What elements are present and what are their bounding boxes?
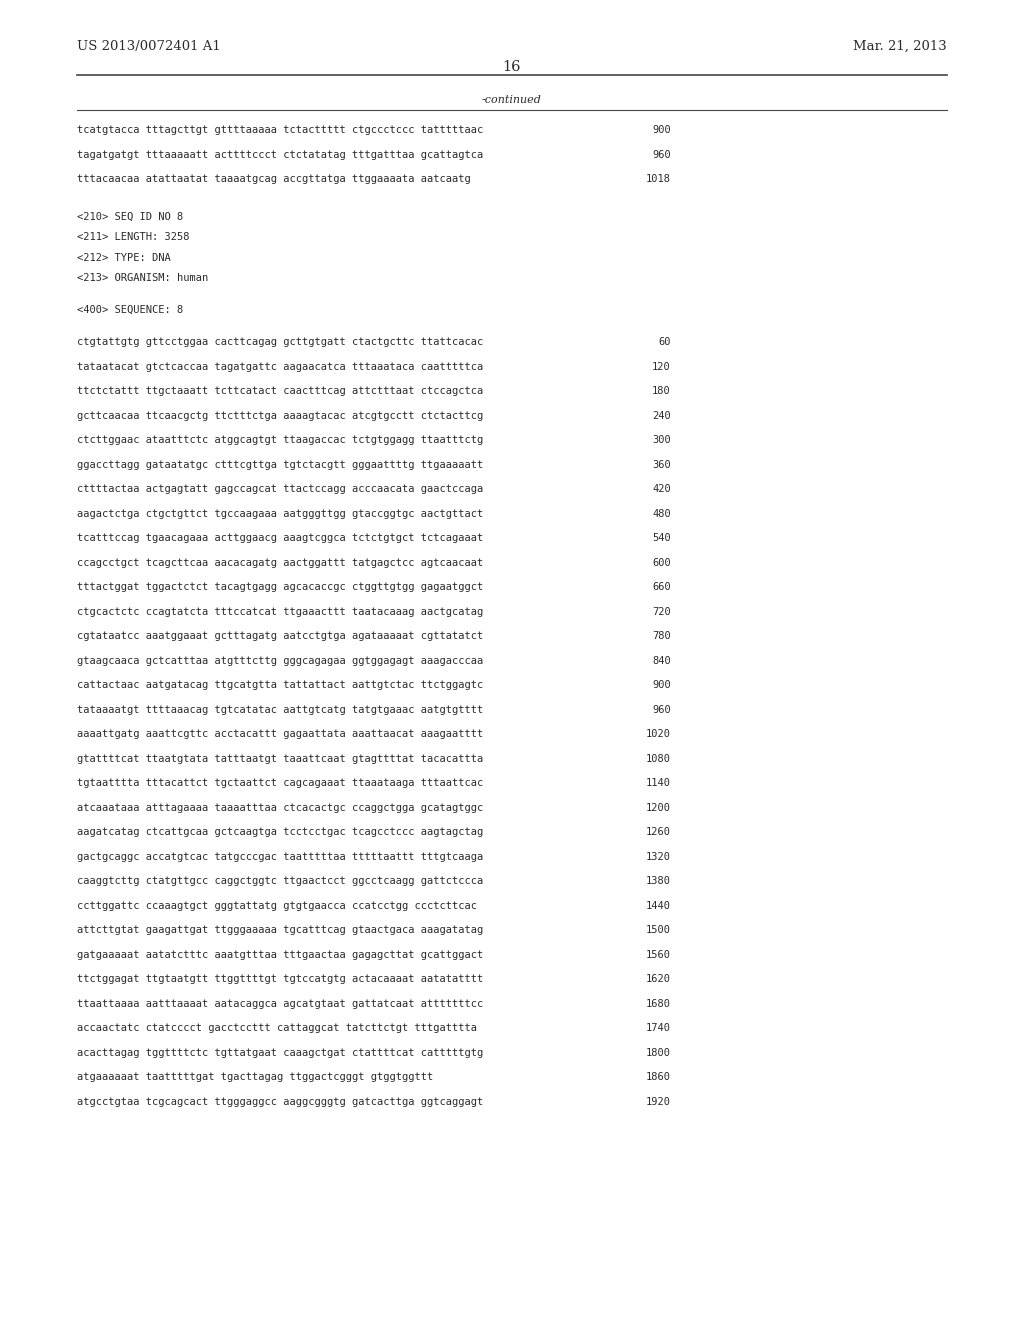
Text: tcatgtacca tttagcttgt gttttaaaaa tctacttttt ctgccctccc tatttttaac: tcatgtacca tttagcttgt gttttaaaaa tctactt… [77,125,483,135]
Text: -continued: -continued [482,95,542,106]
Text: aaaattgatg aaattcgttc acctacattt gagaattata aaattaacat aaagaatttt: aaaattgatg aaattcgttc acctacattt gagaatt… [77,729,483,739]
Text: tcatttccag tgaacagaaa acttggaacg aaagtcggca tctctgtgct tctcagaaat: tcatttccag tgaacagaaa acttggaacg aaagtcg… [77,533,483,543]
Text: 1018: 1018 [646,174,671,183]
Text: 240: 240 [652,411,671,421]
Text: acacttagag tggttttctc tgttatgaat caaagctgat ctattttcat catttttgtg: acacttagag tggttttctc tgttatgaat caaagct… [77,1048,483,1057]
Text: 600: 600 [652,557,671,568]
Text: atgcctgtaa tcgcagcact ttgggaggcc aaggcgggtg gatcacttga ggtcaggagt: atgcctgtaa tcgcagcact ttgggaggcc aaggcgg… [77,1097,483,1106]
Text: 900: 900 [652,680,671,690]
Text: 1080: 1080 [646,754,671,763]
Text: 1860: 1860 [646,1072,671,1082]
Text: 1800: 1800 [646,1048,671,1057]
Text: <212> TYPE: DNA: <212> TYPE: DNA [77,253,171,263]
Text: 1740: 1740 [646,1023,671,1034]
Text: atcaaataaa atttagaaaa taaaatttaa ctcacactgc ccaggctgga gcatagtggc: atcaaataaa atttagaaaa taaaatttaa ctcacac… [77,803,483,813]
Text: 720: 720 [652,606,671,616]
Text: 480: 480 [652,508,671,519]
Text: tataaaatgt ttttaaacag tgtcatatac aattgtcatg tatgtgaaac aatgtgtttt: tataaaatgt ttttaaacag tgtcatatac aattgtc… [77,705,483,714]
Text: 1440: 1440 [646,900,671,911]
Text: cattactaac aatgatacag ttgcatgtta tattattact aattgtctac ttctggagtc: cattactaac aatgatacag ttgcatgtta tattatt… [77,680,483,690]
Text: 840: 840 [652,656,671,665]
Text: 1500: 1500 [646,925,671,935]
Text: <400> SEQUENCE: 8: <400> SEQUENCE: 8 [77,304,183,314]
Text: tttacaacaa atattaatat taaaatgcag accgttatga ttggaaaata aatcaatg: tttacaacaa atattaatat taaaatgcag accgtta… [77,174,471,183]
Text: tttactggat tggactctct tacagtgagg agcacaccgc ctggttgtgg gagaatggct: tttactggat tggactctct tacagtgagg agcacac… [77,582,483,593]
Text: 1140: 1140 [646,777,671,788]
Text: 120: 120 [652,362,671,371]
Text: 1320: 1320 [646,851,671,862]
Text: 1380: 1380 [646,876,671,886]
Text: 660: 660 [652,582,671,593]
Text: ccttggattc ccaaagtgct gggtattatg gtgtgaacca ccatcctgg ccctcttcac: ccttggattc ccaaagtgct gggtattatg gtgtgaa… [77,900,477,911]
Text: caaggtcttg ctatgttgcc caggctggtc ttgaactcct ggcctcaagg gattctccca: caaggtcttg ctatgttgcc caggctggtc ttgaact… [77,876,483,886]
Text: ggaccttagg gataatatgc ctttcgttga tgtctacgtt gggaattttg ttgaaaaatt: ggaccttagg gataatatgc ctttcgttga tgtctac… [77,459,483,470]
Text: atgaaaaaat taatttttgat tgacttagag ttggactcgggt gtggtggttt: atgaaaaaat taatttttgat tgacttagag ttggac… [77,1072,433,1082]
Text: 1560: 1560 [646,949,671,960]
Text: Mar. 21, 2013: Mar. 21, 2013 [853,40,947,53]
Text: gtattttcat ttaatgtata tatttaatgt taaattcaat gtagttttat tacacattta: gtattttcat ttaatgtata tatttaatgt taaattc… [77,754,483,763]
Text: ttaattaaaa aatttaaaat aatacaggca agcatgtaat gattatcaat atttttttcc: ttaattaaaa aatttaaaat aatacaggca agcatgt… [77,998,483,1008]
Text: tataatacat gtctcaccaa tagatgattc aagaacatca tttaaataca caatttttca: tataatacat gtctcaccaa tagatgattc aagaaca… [77,362,483,371]
Text: ccagcctgct tcagcttcaa aacacagatg aactggattt tatgagctcc agtcaacaat: ccagcctgct tcagcttcaa aacacagatg aactgga… [77,557,483,568]
Text: attcttgtat gaagattgat ttgggaaaaa tgcatttcag gtaactgaca aaagatatag: attcttgtat gaagattgat ttgggaaaaa tgcattt… [77,925,483,935]
Text: <210> SEQ ID NO 8: <210> SEQ ID NO 8 [77,213,183,222]
Text: gactgcaggc accatgtcac tatgcccgac taatttttaa tttttaattt tttgtcaaga: gactgcaggc accatgtcac tatgcccgac taatttt… [77,851,483,862]
Text: accaactatc ctatcccct gacctccttt cattaggcat tatcttctgt tttgatttta: accaactatc ctatcccct gacctccttt cattaggc… [77,1023,477,1034]
Text: tagatgatgt tttaaaaatt acttttccct ctctatatag tttgatttaa gcattagtca: tagatgatgt tttaaaaatt acttttccct ctctata… [77,149,483,160]
Text: gtaagcaaca gctcatttaa atgtttcttg gggcagagaa ggtggagagt aaagacccaa: gtaagcaaca gctcatttaa atgtttcttg gggcaga… [77,656,483,665]
Text: 16: 16 [503,59,521,74]
Text: 1020: 1020 [646,729,671,739]
Text: US 2013/0072401 A1: US 2013/0072401 A1 [77,40,220,53]
Text: aagactctga ctgctgttct tgccaagaaa aatgggttgg gtaccggtgc aactgttact: aagactctga ctgctgttct tgccaagaaa aatgggt… [77,508,483,519]
Text: 960: 960 [652,705,671,714]
Text: tgtaatttta tttacattct tgctaattct cagcagaaat ttaaataaga tttaattcac: tgtaatttta tttacattct tgctaattct cagcaga… [77,777,483,788]
Text: ttctggagat ttgtaatgtt ttggttttgt tgtccatgtg actacaaaat aatatatttt: ttctggagat ttgtaatgtt ttggttttgt tgtccat… [77,974,483,983]
Text: 900: 900 [652,125,671,135]
Text: <211> LENGTH: 3258: <211> LENGTH: 3258 [77,232,189,243]
Text: 780: 780 [652,631,671,642]
Text: 1680: 1680 [646,998,671,1008]
Text: 1200: 1200 [646,803,671,813]
Text: 300: 300 [652,436,671,445]
Text: ctgtattgtg gttcctggaa cacttcagag gcttgtgatt ctactgcttc ttattcacac: ctgtattgtg gttcctggaa cacttcagag gcttgtg… [77,337,483,347]
Text: 960: 960 [652,149,671,160]
Text: 540: 540 [652,533,671,543]
Text: 60: 60 [658,337,671,347]
Text: 1920: 1920 [646,1097,671,1106]
Text: cttttactaa actgagtatt gagccagcat ttactccagg acccaacata gaactccaga: cttttactaa actgagtatt gagccagcat ttactcc… [77,484,483,494]
Text: ctcttggaac ataatttctc atggcagtgt ttaagaccac tctgtggagg ttaatttctg: ctcttggaac ataatttctc atggcagtgt ttaagac… [77,436,483,445]
Text: ctgcactctc ccagtatcta tttccatcat ttgaaacttt taatacaaag aactgcatag: ctgcactctc ccagtatcta tttccatcat ttgaaac… [77,606,483,616]
Text: 1260: 1260 [646,828,671,837]
Text: <213> ORGANISM: human: <213> ORGANISM: human [77,273,208,284]
Text: gcttcaacaa ttcaacgctg ttctttctga aaaagtacac atcgtgcctt ctctacttcg: gcttcaacaa ttcaacgctg ttctttctga aaaagta… [77,411,483,421]
Text: aagatcatag ctcattgcaa gctcaagtga tcctcctgac tcagcctccc aagtagctag: aagatcatag ctcattgcaa gctcaagtga tcctcct… [77,828,483,837]
Text: 360: 360 [652,459,671,470]
Text: 420: 420 [652,484,671,494]
Text: ttctctattt ttgctaaatt tcttcatact caactttcag attctttaat ctccagctca: ttctctattt ttgctaaatt tcttcatact caacttt… [77,385,483,396]
Text: 180: 180 [652,385,671,396]
Text: cgtataatcc aaatggaaat gctttagatg aatcctgtga agataaaaat cgttatatct: cgtataatcc aaatggaaat gctttagatg aatcctg… [77,631,483,642]
Text: 1620: 1620 [646,974,671,983]
Text: gatgaaaaat aatatctttc aaatgtttaa tttgaactaa gagagcttat gcattggact: gatgaaaaat aatatctttc aaatgtttaa tttgaac… [77,949,483,960]
